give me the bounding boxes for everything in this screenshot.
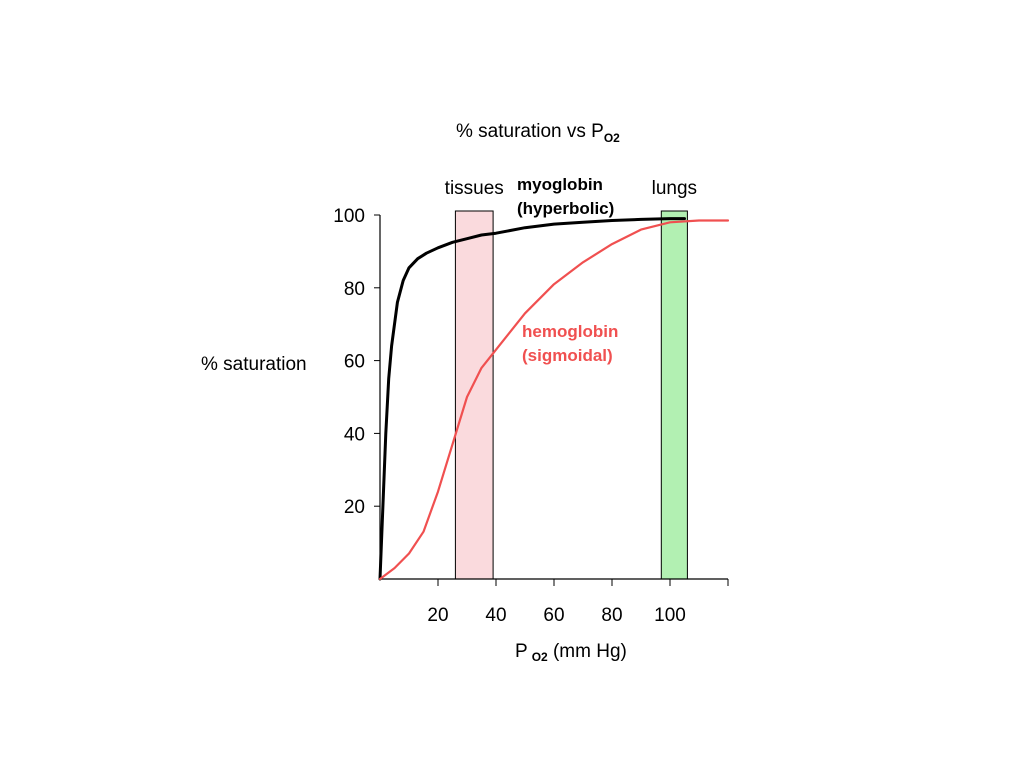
regions-layer: tissues lungs xyxy=(445,178,697,580)
region-label-lungs: lungs xyxy=(652,178,697,199)
y-tick-label: 40 xyxy=(344,424,365,445)
x-tick-label: 80 xyxy=(601,605,622,626)
x-tick-label: 100 xyxy=(654,605,686,626)
x-tick-label: 60 xyxy=(543,605,564,626)
series-line-myoglobin xyxy=(378,217,686,581)
y-tick-label: 80 xyxy=(344,279,365,300)
chart-title: % saturation vs PO2 xyxy=(456,121,620,145)
region-tissues xyxy=(454,210,494,580)
series-label-hemoglobin: hemoglobin (sigmoidal) xyxy=(522,322,618,365)
series-label-myoglobin: myoglobin (hyperbolic) xyxy=(517,175,614,218)
series-layer xyxy=(378,217,730,581)
y-tick-label: 100 xyxy=(333,206,365,227)
y-tick-label: 60 xyxy=(344,352,365,373)
x-tick-label: 20 xyxy=(427,605,448,626)
region-label-tissues: tissues xyxy=(445,178,504,199)
y-tick-label: 20 xyxy=(344,497,365,518)
series-line-hemoglobin xyxy=(378,219,730,581)
series-labels-layer: myoglobin (hyperbolic) hemoglobin (sigmoida… xyxy=(517,175,618,365)
x-tick-label: 40 xyxy=(485,605,506,626)
axes-layer: 20 40 60 80 100 20 40 60 80 100 xyxy=(333,206,729,626)
y-axis-label: % saturation xyxy=(201,354,307,375)
x-axis-label: P O2 (mm Hg) xyxy=(515,641,627,664)
region-lungs xyxy=(660,210,688,580)
